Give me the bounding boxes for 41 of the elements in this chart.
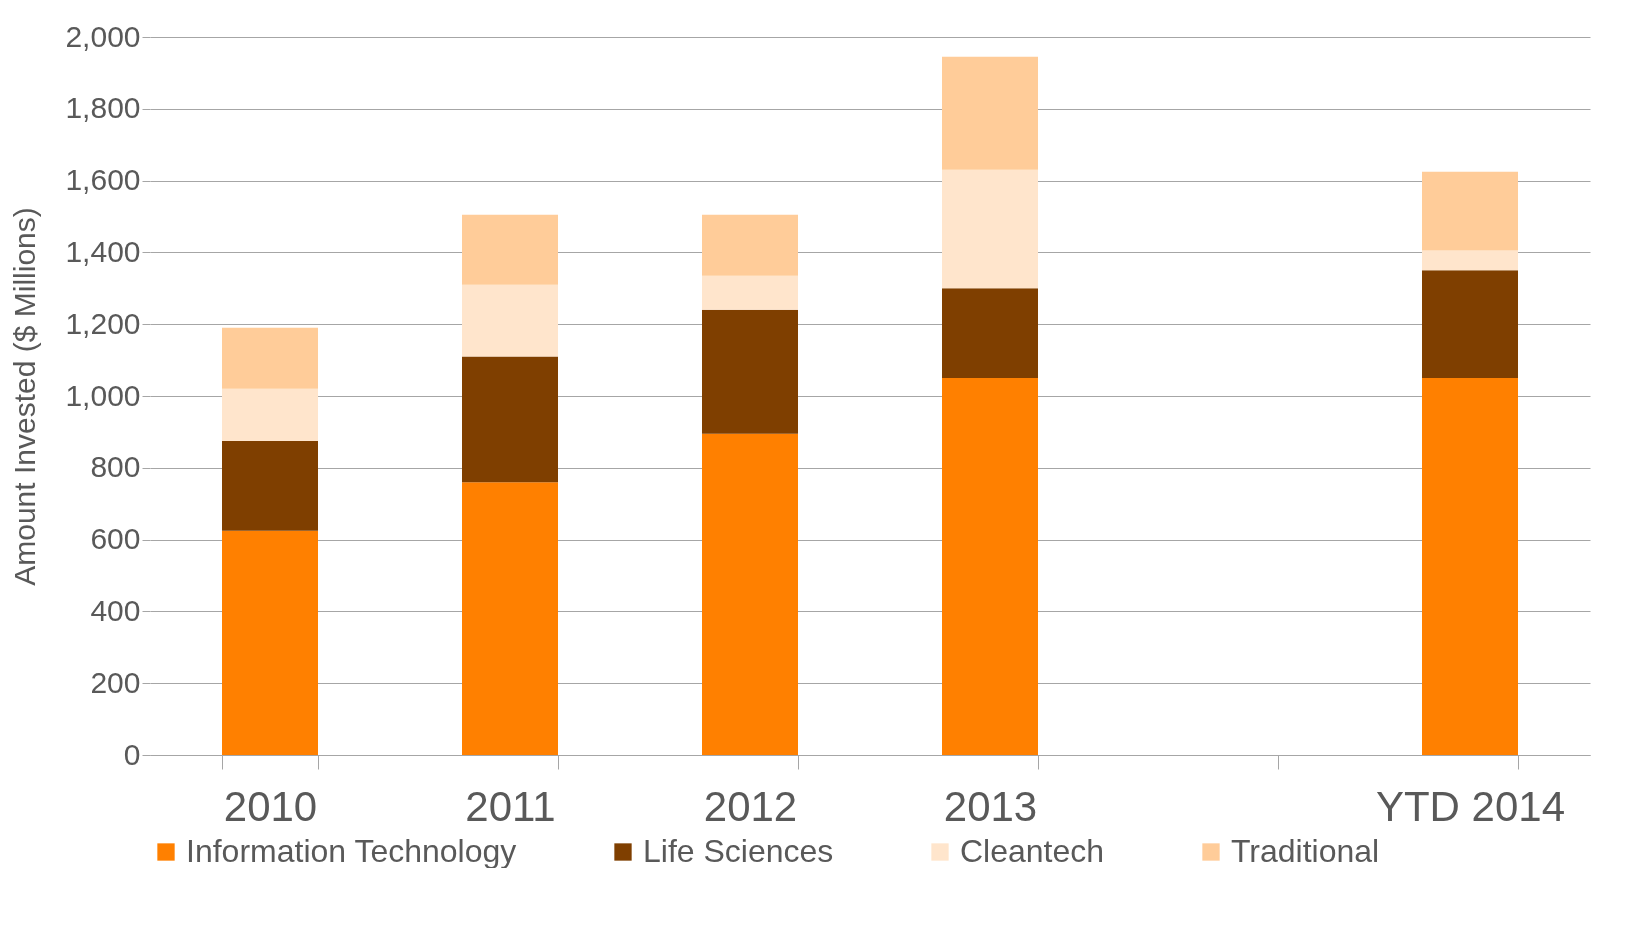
y-tick-label: 400: [90, 593, 141, 627]
legend-label: Information Technology: [186, 833, 517, 869]
bar: [222, 530, 318, 755]
bar: [942, 169, 1038, 289]
x-tick-label: 2010: [223, 782, 318, 830]
bar: [702, 433, 798, 755]
x-tick-label: 2012: [703, 782, 798, 830]
bar: [942, 56, 1038, 170]
legend-label: Cleantech: [960, 833, 1105, 869]
x-tick-label: 2011: [465, 782, 556, 830]
bar: [222, 327, 318, 389]
bar: [462, 356, 558, 483]
y-tick-label: 1,800: [65, 91, 141, 125]
y-axis-title: Amount Invested ($ Millions): [8, 207, 42, 586]
legend-label: Life Sciences: [643, 833, 834, 869]
bar: [1422, 378, 1518, 755]
y-tick-label: 1,400: [65, 234, 141, 268]
y-tick-label: 2,000: [65, 19, 141, 53]
bar: [1422, 171, 1518, 251]
bar: [1422, 270, 1518, 379]
bar: [942, 288, 1038, 379]
x-tick-label: YTD 2014: [1375, 782, 1566, 830]
y-tick-label: 1,600: [65, 163, 141, 197]
y-tick-label: 600: [90, 522, 141, 556]
bar: [702, 275, 798, 310]
bar: [462, 482, 558, 755]
bar: [462, 214, 558, 285]
bar: [222, 388, 318, 441]
bar: [702, 214, 798, 276]
bar: [702, 309, 798, 434]
bar: [462, 284, 558, 357]
y-tick-label: 800: [90, 450, 141, 484]
bar: [1422, 250, 1518, 271]
y-tick-label: 0: [123, 737, 141, 771]
x-tick-label: 2013: [943, 782, 1038, 830]
bar: [222, 440, 318, 531]
y-tick-label: 1,200: [65, 306, 141, 340]
legend-label: Traditional: [1231, 833, 1380, 869]
y-tick-label: 200: [90, 665, 141, 699]
y-tick-label: 1,000: [65, 378, 141, 412]
bar: [942, 378, 1038, 755]
